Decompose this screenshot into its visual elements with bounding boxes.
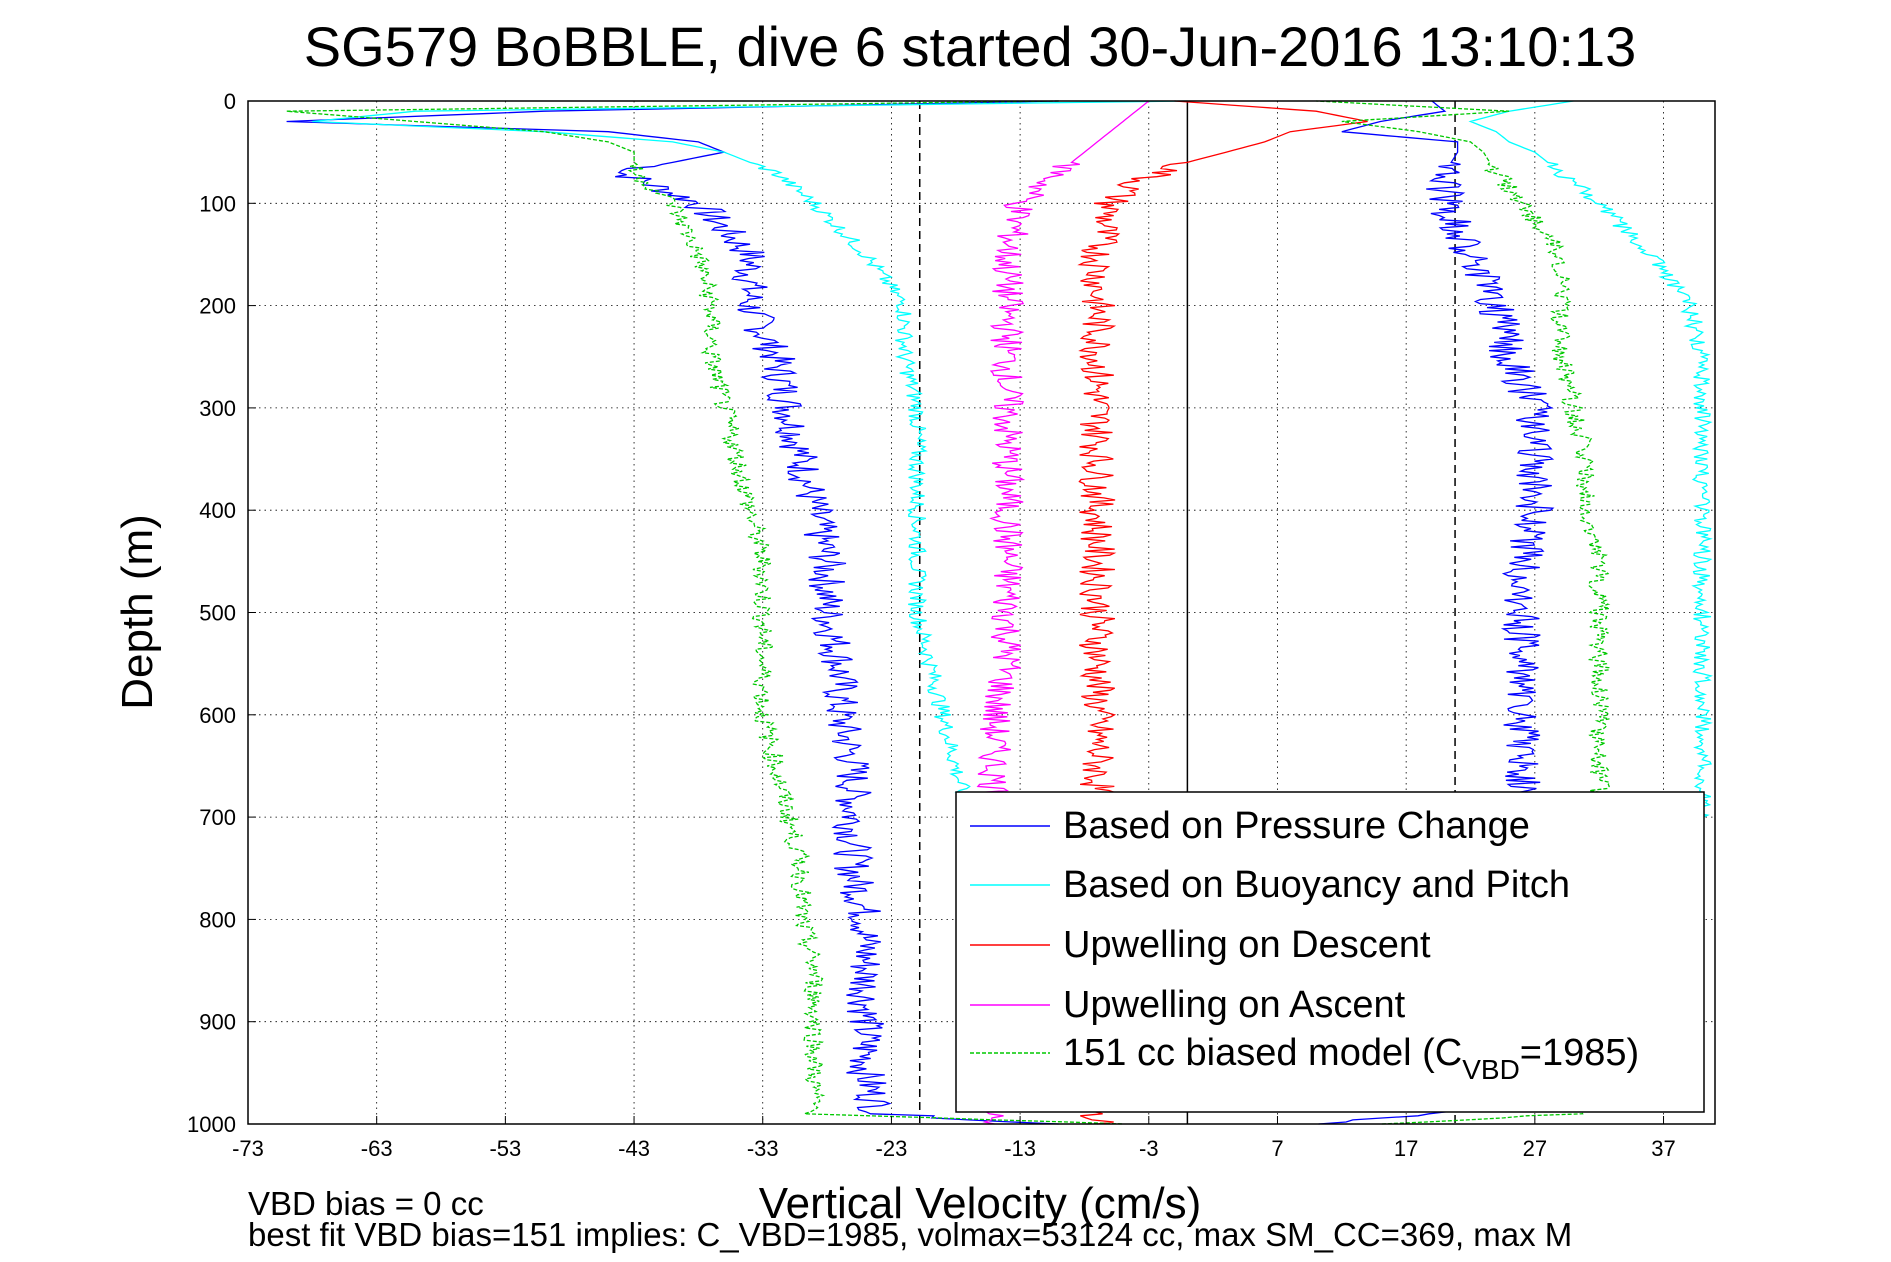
y-axis-label: Depth (m) <box>113 514 162 710</box>
x-tick-label: -33 <box>747 1136 779 1161</box>
x-ticks: -73 -63 -53 -43 -33 -23 -13 -3 7 17 27 37 <box>232 1116 1676 1161</box>
y-tick-label: 200 <box>199 294 236 319</box>
series-4-ascent-line <box>1316 100 1624 1125</box>
legend-label: Upwelling on Descent <box>1063 924 1431 966</box>
y-tick-label: 900 <box>199 1010 236 1035</box>
y-tick-label: 1000 <box>187 1112 236 1137</box>
series-1-ascent-line <box>1468 100 1713 818</box>
legend-label: Based on Pressure Change <box>1063 805 1530 847</box>
legend-label: Based on Buoyancy and Pitch <box>1063 864 1570 906</box>
y-tick-label: 600 <box>199 703 236 728</box>
series-1-descent-line <box>312 100 1188 818</box>
x-tick-label: 27 <box>1523 1136 1547 1161</box>
legend: Based on Pressure Change Based on Buoyanc… <box>955 791 1705 1113</box>
y-tick-label: 800 <box>199 907 236 932</box>
x-tick-label: -23 <box>876 1136 908 1161</box>
y-tick-label: 500 <box>199 601 236 626</box>
x-tick-label: 17 <box>1394 1136 1418 1161</box>
y-tick-label: 100 <box>199 191 236 216</box>
legend-box <box>955 791 1705 1113</box>
chart-title: SG579 BoBBLE, dive 6 started 30-Jun-2016… <box>304 15 1636 78</box>
x-tick-label: 7 <box>1271 1136 1283 1161</box>
x-tick-label: -53 <box>489 1136 521 1161</box>
y-tick-label: 0 <box>224 89 236 114</box>
x-tick-label: -43 <box>618 1136 650 1161</box>
x-tick-label: -73 <box>232 1136 264 1161</box>
x-tick-label: -3 <box>1139 1136 1159 1161</box>
x-tick-label: -13 <box>1004 1136 1036 1161</box>
x-tick-label: -63 <box>361 1136 393 1161</box>
x-axis-label: Vertical Velocity (cm/s) <box>759 1179 1202 1228</box>
y-tick-label: 700 <box>199 805 236 830</box>
y-tick-label: 400 <box>199 498 236 523</box>
legend-label: Upwelling on Ascent <box>1063 984 1406 1026</box>
y-ticks: 0 100 200 300 400 500 600 700 800 900 1000 <box>187 89 256 1137</box>
series-0-descent-line <box>286 100 1059 1125</box>
y-tick-label: 300 <box>199 396 236 421</box>
footer-vbd-bias: VBD bias = 0 cc <box>248 1185 484 1222</box>
x-tick-label: 37 <box>1651 1136 1675 1161</box>
footer-best-fit: best fit VBD bias=151 implies: C_VBD=198… <box>248 1216 1572 1253</box>
